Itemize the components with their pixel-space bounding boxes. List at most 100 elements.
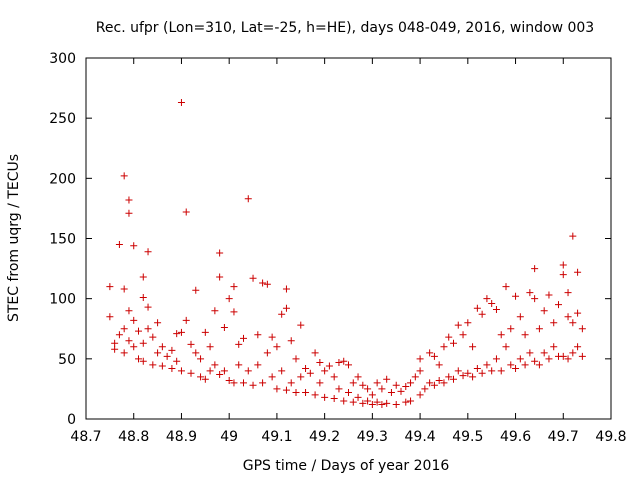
data-point [555, 301, 562, 309]
data-point [225, 295, 233, 303]
data-point [287, 379, 295, 387]
data-point [559, 271, 567, 279]
data-point [201, 328, 209, 336]
data-point [335, 385, 343, 393]
data-point [263, 349, 271, 357]
data-point [459, 331, 467, 339]
data-point [268, 373, 276, 381]
data-point [187, 340, 195, 348]
data-point [278, 310, 286, 318]
x-tick-label: 48.9 [166, 429, 197, 445]
data-point [364, 397, 372, 405]
data-point [139, 293, 147, 301]
data-point [445, 373, 453, 381]
data-point [259, 379, 267, 387]
data-point [211, 361, 219, 369]
data-point [144, 325, 152, 333]
data-point [516, 355, 524, 363]
data-point [435, 361, 443, 369]
data-point [240, 334, 247, 342]
data-point [216, 249, 224, 257]
data-point [488, 367, 496, 375]
data-point [564, 355, 572, 363]
y-tick-label: 0 [67, 412, 76, 428]
data-point [550, 343, 558, 351]
y-tick-label: 100 [49, 292, 76, 308]
data-point [426, 349, 434, 357]
data-point [445, 333, 453, 341]
data-point [349, 398, 357, 406]
data-point [330, 395, 338, 403]
data-point [335, 358, 343, 366]
data-point [545, 291, 553, 299]
data-point [535, 361, 543, 369]
data-point [383, 399, 391, 407]
data-point [182, 208, 190, 216]
data-point [273, 385, 281, 393]
data-point [135, 355, 142, 363]
data-point [569, 349, 577, 357]
data-point [550, 319, 558, 327]
x-axis-label: GPS time / Days of year 2016 [243, 458, 450, 474]
data-point [488, 299, 496, 307]
data-point [120, 285, 128, 293]
data-point [373, 379, 381, 387]
data-point [297, 373, 305, 381]
data-point [330, 373, 338, 381]
x-tick-label: 49.8 [595, 429, 626, 445]
data-point [292, 355, 300, 363]
data-point [230, 379, 238, 387]
data-point [373, 398, 381, 406]
data-point [273, 343, 281, 351]
data-point [531, 295, 539, 303]
x-tick-label: 49.6 [500, 429, 531, 445]
data-point [220, 367, 228, 375]
data-point [316, 379, 324, 387]
data-point [321, 367, 329, 375]
data-point [302, 364, 310, 372]
data-point [197, 355, 205, 363]
data-point [430, 381, 438, 389]
data-point [106, 313, 114, 321]
data-point [521, 361, 529, 369]
data-point [144, 303, 152, 311]
data-point [483, 295, 491, 303]
data-point [545, 355, 553, 363]
data-point [115, 331, 123, 339]
data-point [368, 391, 376, 399]
data-point [125, 337, 133, 345]
data-point [154, 319, 162, 327]
data-point [177, 328, 185, 336]
data-point [254, 331, 262, 339]
data-point [574, 268, 582, 276]
data-point [407, 397, 415, 405]
data-point [359, 381, 367, 389]
chart-title: Rec. ufpr (Lon=310, Lat=-25, h=HE), days… [96, 20, 594, 36]
data-point [173, 357, 181, 365]
data-point [397, 387, 405, 395]
data-point [282, 386, 290, 394]
data-point [416, 391, 424, 399]
data-point [130, 343, 138, 351]
data-point [387, 389, 395, 397]
data-point [163, 352, 171, 360]
data-point [402, 398, 410, 406]
data-point [531, 357, 539, 365]
data-point [426, 379, 434, 387]
data-point [407, 379, 415, 387]
data-point [125, 307, 133, 315]
data-point [469, 343, 477, 351]
data-point [440, 343, 448, 351]
data-point [531, 265, 539, 273]
data-series [106, 99, 586, 409]
data-point [282, 285, 290, 293]
data-point [197, 373, 205, 381]
data-point [512, 364, 520, 372]
data-point [182, 316, 190, 324]
data-point [483, 361, 491, 369]
data-point [540, 307, 548, 315]
data-point [244, 195, 252, 203]
data-point [559, 352, 567, 360]
data-point [311, 391, 319, 399]
data-point [168, 346, 176, 354]
